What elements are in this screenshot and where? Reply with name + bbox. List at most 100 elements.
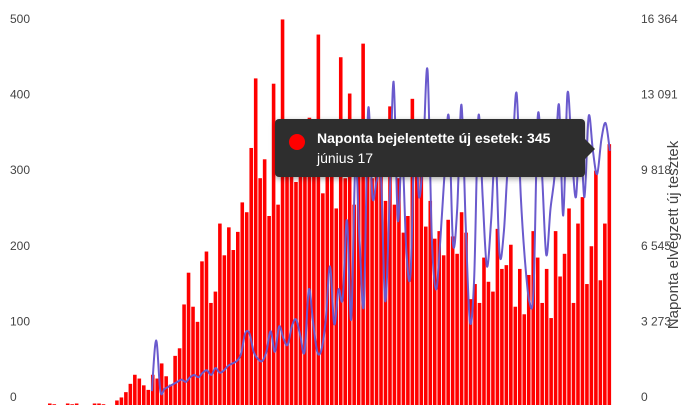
case-bar[interactable] bbox=[65, 403, 70, 405]
case-bar[interactable] bbox=[298, 155, 303, 405]
case-bar[interactable] bbox=[321, 193, 325, 405]
case-bar[interactable] bbox=[441, 255, 446, 405]
case-bar[interactable] bbox=[482, 257, 486, 405]
case-bar[interactable] bbox=[195, 321, 200, 405]
case-bar[interactable] bbox=[468, 299, 473, 405]
case-bar[interactable] bbox=[477, 302, 482, 405]
case-bar[interactable] bbox=[473, 284, 477, 405]
case-bar[interactable] bbox=[280, 19, 285, 405]
case-bar[interactable] bbox=[92, 403, 97, 405]
case-bar[interactable] bbox=[567, 208, 571, 405]
case-bar[interactable] bbox=[607, 144, 612, 405]
case-bar[interactable] bbox=[495, 228, 500, 405]
case-bar[interactable] bbox=[294, 181, 298, 405]
case-bar[interactable] bbox=[240, 202, 245, 405]
case-bar[interactable] bbox=[312, 176, 316, 405]
case-bar[interactable] bbox=[258, 178, 262, 405]
case-bar[interactable] bbox=[392, 204, 397, 405]
case-bar[interactable] bbox=[531, 231, 536, 405]
case-bar[interactable] bbox=[222, 255, 227, 405]
case-bar[interactable] bbox=[209, 302, 213, 405]
case-bar[interactable] bbox=[388, 106, 392, 405]
case-bar[interactable] bbox=[316, 34, 321, 406]
case-bar[interactable] bbox=[338, 57, 343, 406]
case-bar[interactable] bbox=[446, 219, 450, 405]
case-bar[interactable] bbox=[379, 155, 383, 405]
case-bar[interactable] bbox=[553, 231, 558, 405]
case-bar[interactable] bbox=[146, 389, 151, 405]
case-bar[interactable] bbox=[164, 376, 168, 405]
case-bar[interactable] bbox=[419, 172, 424, 405]
case-bar[interactable] bbox=[352, 204, 356, 405]
case-bar[interactable] bbox=[594, 170, 598, 405]
case-bar[interactable] bbox=[585, 284, 589, 405]
case-bar[interactable] bbox=[128, 383, 133, 405]
case-bar[interactable] bbox=[491, 291, 495, 405]
case-bar[interactable] bbox=[218, 223, 222, 405]
case-bar[interactable] bbox=[406, 216, 410, 405]
case-bar[interactable] bbox=[437, 231, 442, 405]
case-bar[interactable] bbox=[356, 159, 361, 405]
case-bar[interactable] bbox=[562, 253, 567, 405]
case-bar[interactable] bbox=[504, 265, 509, 405]
case-bar[interactable] bbox=[285, 121, 289, 406]
case-bar[interactable] bbox=[450, 236, 455, 405]
case-bar[interactable] bbox=[383, 200, 388, 405]
case-bar[interactable] bbox=[177, 348, 182, 405]
case-bar[interactable] bbox=[459, 212, 464, 405]
case-bar[interactable] bbox=[549, 318, 553, 405]
case-bar[interactable] bbox=[168, 384, 173, 405]
case-bar[interactable] bbox=[191, 306, 195, 405]
case-bar[interactable] bbox=[361, 43, 365, 405]
case-bar[interactable] bbox=[464, 232, 468, 405]
case-bar[interactable] bbox=[303, 164, 307, 405]
case-bar[interactable] bbox=[173, 355, 177, 405]
case-bar[interactable] bbox=[500, 268, 504, 405]
case-bar[interactable] bbox=[262, 159, 267, 405]
case-bar[interactable] bbox=[397, 178, 401, 405]
case-bar[interactable] bbox=[603, 223, 607, 405]
case-bar[interactable] bbox=[374, 129, 379, 405]
case-bar[interactable] bbox=[580, 197, 585, 405]
case-bar[interactable] bbox=[522, 314, 527, 405]
case-bar[interactable] bbox=[455, 253, 459, 405]
case-bar[interactable] bbox=[200, 261, 204, 405]
case-bar[interactable] bbox=[124, 392, 128, 405]
case-bar[interactable] bbox=[401, 232, 406, 405]
case-bar[interactable] bbox=[526, 274, 531, 405]
case-bar[interactable] bbox=[365, 161, 370, 405]
case-bar[interactable] bbox=[271, 83, 276, 405]
case-bar[interactable] bbox=[509, 244, 513, 405]
case-bar[interactable] bbox=[70, 404, 74, 405]
case-bar[interactable] bbox=[276, 204, 280, 405]
case-bar[interactable] bbox=[52, 404, 57, 405]
case-bar[interactable] bbox=[428, 200, 433, 405]
case-bar[interactable] bbox=[253, 78, 258, 405]
case-bar[interactable] bbox=[204, 251, 209, 405]
case-bar[interactable] bbox=[155, 378, 160, 405]
case-bar[interactable] bbox=[159, 363, 164, 405]
bar-series[interactable] bbox=[48, 19, 612, 406]
case-bar[interactable] bbox=[424, 226, 428, 405]
case-bar[interactable] bbox=[74, 403, 79, 405]
case-bar[interactable] bbox=[213, 291, 218, 405]
case-bar[interactable] bbox=[137, 378, 142, 405]
case-bar[interactable] bbox=[598, 280, 603, 405]
case-bar[interactable] bbox=[518, 268, 522, 405]
case-bar[interactable] bbox=[101, 404, 106, 405]
case-bar[interactable] bbox=[244, 212, 249, 405]
tests-line-series[interactable] bbox=[150, 67, 611, 396]
case-bar[interactable] bbox=[182, 304, 186, 405]
case-bar[interactable] bbox=[513, 306, 518, 405]
case-bar[interactable] bbox=[97, 403, 101, 405]
case-bar[interactable] bbox=[267, 216, 271, 405]
case-bar[interactable] bbox=[249, 147, 254, 405]
case-bar[interactable] bbox=[231, 250, 236, 405]
case-bar[interactable] bbox=[236, 231, 240, 405]
case-bar[interactable] bbox=[540, 302, 544, 405]
case-bar[interactable] bbox=[347, 93, 352, 405]
case-bar[interactable] bbox=[343, 178, 348, 405]
case-bar[interactable] bbox=[289, 169, 294, 405]
case-bar[interactable] bbox=[48, 403, 52, 405]
case-bar[interactable] bbox=[115, 400, 119, 405]
